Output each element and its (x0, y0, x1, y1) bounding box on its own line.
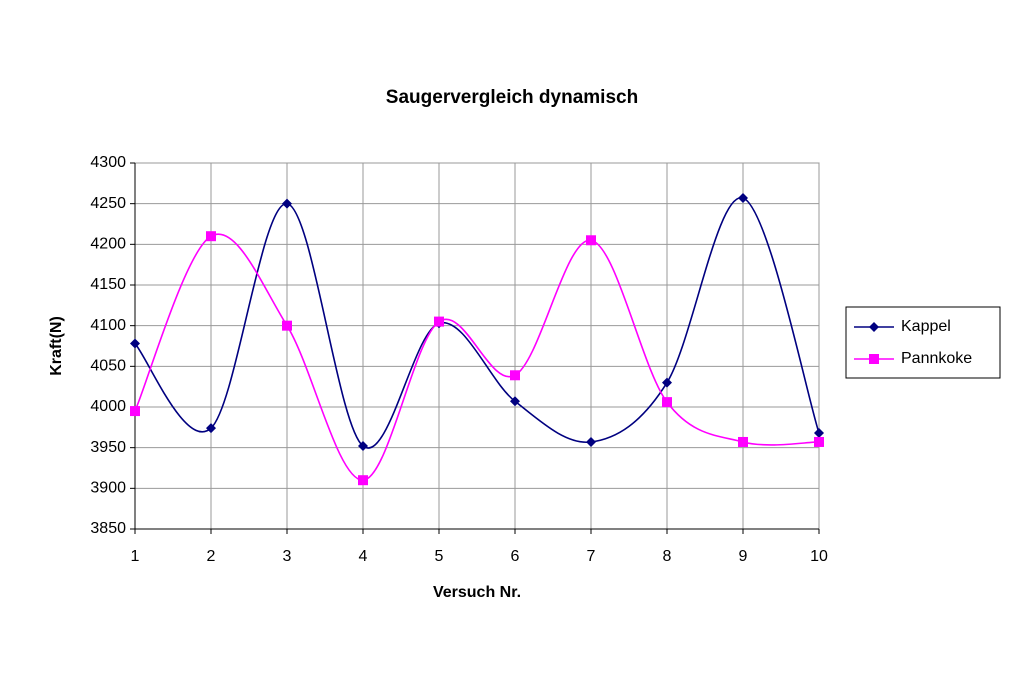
marker (358, 441, 368, 452)
x-tick-label: 5 (435, 548, 444, 565)
marker (434, 316, 444, 327)
x-tick-label: 4 (359, 548, 368, 565)
marker (814, 428, 824, 439)
marker (206, 231, 216, 242)
x-tick-label: 6 (511, 548, 520, 565)
y-tick-label: 4250 (90, 195, 126, 212)
y-tick-label: 4100 (90, 317, 126, 334)
marker (814, 436, 824, 447)
marker (282, 198, 292, 209)
x-tick-label: 8 (663, 548, 672, 565)
marker (738, 192, 748, 203)
legend-marker (869, 354, 879, 364)
marker (206, 423, 216, 434)
marker (586, 235, 596, 246)
y-tick-label: 4000 (90, 398, 126, 415)
y-tick-label: 4050 (90, 358, 126, 375)
y-tick-label: 3900 (90, 480, 126, 497)
marker (510, 396, 520, 407)
chart-title: Saugervergleich dynamisch (386, 87, 638, 108)
marker (586, 436, 596, 447)
x-axis-label: Versuch Nr. (433, 584, 521, 601)
x-tick-label: 2 (207, 548, 216, 565)
legend-marker (869, 322, 879, 332)
legend-label: Pannkoke (901, 350, 972, 367)
series-line (134, 197, 820, 449)
y-tick-label: 3850 (90, 520, 126, 537)
marker (510, 370, 520, 381)
x-tick-label: 10 (810, 548, 828, 565)
marker (130, 406, 140, 417)
y-tick-label: 4300 (90, 154, 126, 171)
marker (282, 320, 292, 331)
marker (358, 475, 368, 486)
marker (738, 436, 748, 447)
x-tick-label: 1 (131, 548, 140, 565)
x-tick-label: 7 (587, 548, 596, 565)
y-axis-label: Kraft(N) (48, 316, 65, 376)
y-tick-label: 4150 (90, 276, 126, 293)
x-tick-label: 9 (739, 548, 748, 565)
marker (662, 397, 672, 408)
y-tick-label: 3950 (90, 439, 126, 456)
y-tick-label: 4200 (90, 236, 126, 253)
marker (130, 338, 140, 349)
x-tick-label: 3 (283, 548, 292, 565)
legend-box (845, 306, 1001, 379)
legend-label: Kappel (901, 318, 951, 335)
marker (662, 377, 672, 388)
